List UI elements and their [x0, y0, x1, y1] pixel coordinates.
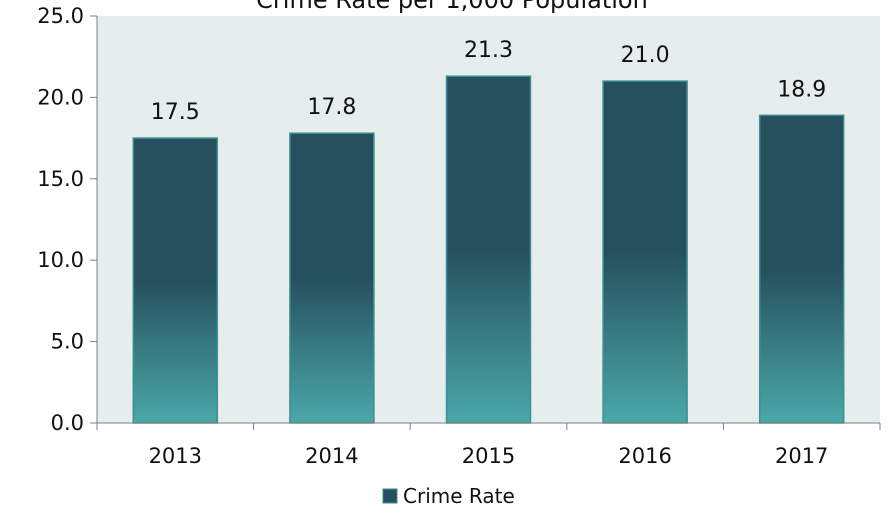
legend: Crime Rate — [382, 484, 515, 508]
bar-2014 — [289, 132, 375, 424]
chart-title: Crime Rate per 1,000 Population — [256, 0, 648, 14]
x-tick-label-2014: 2014 — [305, 444, 358, 468]
data-label-2017: 18.9 — [777, 77, 826, 102]
y-tick-label-25-0: 25.0 — [37, 4, 84, 28]
data-label-2014: 17.8 — [307, 95, 356, 120]
y-tick-label-10-0: 10.0 — [37, 248, 84, 272]
y-tick-label-20-0: 20.0 — [37, 85, 84, 109]
x-tick-label-2013: 2013 — [149, 444, 202, 468]
legend-swatch-crime-rate — [382, 488, 398, 504]
y-tick-label-15-0: 15.0 — [37, 167, 84, 191]
legend-label-crime-rate: Crime Rate — [403, 484, 515, 508]
data-label-2013: 17.5 — [151, 100, 200, 125]
bar-2017 — [758, 114, 845, 424]
bar-2016 — [602, 80, 688, 424]
data-label-2016: 21.0 — [621, 43, 670, 68]
bar-2015 — [445, 75, 532, 424]
bar-2013 — [132, 137, 219, 424]
x-tick-label-2015: 2015 — [462, 444, 515, 468]
y-tick-label-5-0: 5.0 — [51, 330, 84, 354]
x-tick-label-2017: 2017 — [775, 444, 828, 468]
x-tick-label-2016: 2016 — [618, 444, 671, 468]
data-label-2015: 21.3 — [464, 38, 513, 63]
y-tick-label-0-0: 0.0 — [51, 411, 84, 435]
